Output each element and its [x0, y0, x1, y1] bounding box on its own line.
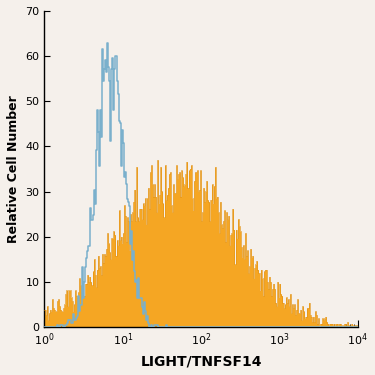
Y-axis label: Relative Cell Number: Relative Cell Number — [7, 95, 20, 243]
X-axis label: LIGHT/TNFSF14: LIGHT/TNFSF14 — [140, 354, 262, 368]
